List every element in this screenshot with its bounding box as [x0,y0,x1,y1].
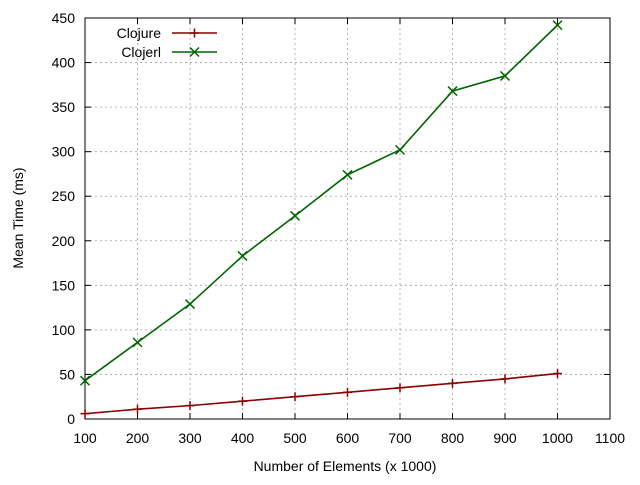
marker-stroke [394,144,406,155]
marker-stroke [237,250,248,261]
legend-marker [190,28,199,38]
grid [85,18,610,419]
marker-stroke [189,46,200,58]
y-tick-label: 200 [52,233,76,249]
data-point [80,409,90,419]
y-tick-label: 100 [52,322,76,338]
legend-label: Clojure [117,25,162,41]
y-tick-label: 0 [67,411,75,427]
series-line-clojerl [84,24,559,382]
legend-label: Clojerl [121,44,161,60]
x-tick-label: 800 [441,430,465,446]
data-point [499,70,511,81]
data-point [290,392,300,402]
data-point [343,387,352,397]
x-tick-label: 900 [493,430,517,446]
y-tick-label: 400 [52,55,76,71]
legend-marker [189,46,200,58]
series-line-clojure [84,372,558,415]
data-point [448,378,457,388]
x-tick-label: 500 [283,430,307,446]
y-tick-label: 250 [52,188,76,204]
data-point [237,250,248,261]
y-axis-label: Mean Time (ms) [10,167,26,268]
data-point [553,369,562,379]
marker-stroke [132,337,143,348]
marker-stroke [552,20,563,31]
y-tick-label: 350 [52,99,76,115]
x-axis-label: Number of Elements (x 1000) [254,458,437,474]
x-tick-label: 400 [231,430,255,446]
marker-stroke [499,70,511,81]
marker-stroke [289,210,301,221]
legend: Clojure Clojerl [117,25,217,60]
x-tick-label: 100 [73,430,97,446]
y-tick-label: 450 [52,10,76,26]
x-tick-label: 1000 [542,430,573,446]
x-tick-label: 1100 [595,430,625,446]
axis-ticks: 0 50 100 150 200 250 300 350 400 450 100 200 300 400 5… [52,10,626,446]
y-tick-label: 300 [52,144,76,160]
x-tick-label: 700 [388,430,412,446]
data-point [289,210,301,221]
data-point [132,337,143,348]
x-tick-label: 300 [178,430,202,446]
marker-stroke [447,86,458,97]
data-point [185,401,195,411]
series-lines [79,20,563,419]
y-tick-label: 50 [59,366,75,382]
data-point [395,383,405,393]
data-point [238,396,247,406]
y-tick-label: 150 [52,277,76,293]
marker-stroke [184,299,196,310]
data-point [447,86,458,97]
x-tick-label: 200 [126,430,150,446]
data-point [394,144,406,155]
data-point [133,404,142,414]
marker-stroke [342,169,353,180]
data-point [79,375,91,386]
data-point [342,169,353,180]
marker-stroke [79,375,91,386]
x-tick-label: 600 [336,430,360,446]
data-point [552,20,563,31]
data-point [184,299,196,310]
data-point [500,374,510,384]
